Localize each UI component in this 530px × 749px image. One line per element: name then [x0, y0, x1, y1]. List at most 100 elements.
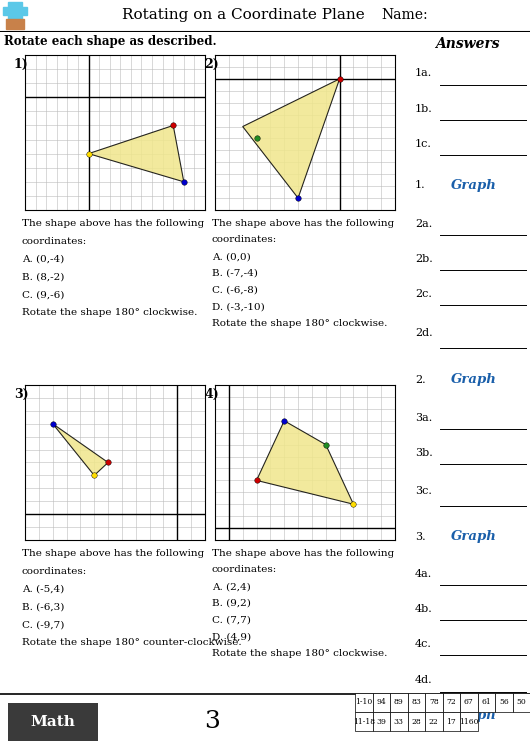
Text: 22: 22: [429, 718, 439, 726]
Bar: [8, 703, 98, 741]
Text: C. (-6,-8): C. (-6,-8): [212, 285, 258, 294]
Bar: [8, 2, 22, 22]
Text: C. (-9,7): C. (-9,7): [22, 620, 64, 629]
Text: 28: 28: [411, 718, 421, 726]
Text: coordinates:: coordinates:: [212, 235, 277, 244]
Text: 39: 39: [376, 718, 386, 726]
Text: A. (-5,4): A. (-5,4): [22, 585, 64, 594]
Text: 4c.: 4c.: [415, 639, 432, 649]
Text: 2a.: 2a.: [415, 219, 432, 228]
Bar: [355, 712, 373, 731]
Text: 4.: 4.: [415, 710, 426, 720]
Text: B. (8,-2): B. (8,-2): [22, 273, 64, 282]
Text: 2.: 2.: [415, 375, 426, 385]
Text: 17: 17: [446, 718, 456, 726]
Bar: [495, 693, 513, 712]
Text: 3a.: 3a.: [415, 413, 432, 422]
Text: 1b.: 1b.: [415, 104, 433, 114]
Text: D. (-3,-10): D. (-3,-10): [212, 302, 264, 311]
Text: 4): 4): [204, 387, 219, 401]
Bar: [373, 712, 390, 731]
Bar: [355, 693, 373, 712]
Text: 3: 3: [204, 711, 220, 733]
Text: Graph: Graph: [451, 709, 497, 721]
Polygon shape: [89, 125, 184, 182]
Polygon shape: [257, 421, 354, 504]
Text: Graph: Graph: [451, 374, 497, 386]
Text: A. (0,0): A. (0,0): [212, 252, 251, 261]
Text: 72: 72: [446, 699, 456, 706]
Bar: [3, 7, 27, 15]
Text: coordinates:: coordinates:: [22, 567, 87, 576]
Text: Rotate the shape 180° counter-clockwise.: Rotate the shape 180° counter-clockwise.: [22, 638, 242, 647]
Text: coordinates:: coordinates:: [22, 237, 87, 246]
Text: 1): 1): [14, 58, 29, 70]
Bar: [443, 693, 460, 712]
Text: 2c.: 2c.: [415, 289, 432, 299]
Text: B. (-7,-4): B. (-7,-4): [212, 269, 258, 278]
Bar: [408, 693, 425, 712]
Text: C. (9,-6): C. (9,-6): [22, 290, 64, 299]
Text: 1160: 1160: [459, 718, 479, 726]
Bar: [6, 19, 24, 29]
Text: A. (2,4): A. (2,4): [212, 582, 251, 591]
Bar: [373, 693, 390, 712]
Text: 4b.: 4b.: [415, 604, 433, 613]
Text: C. (7,7): C. (7,7): [212, 616, 251, 625]
Text: Rotate the shape 180° clockwise.: Rotate the shape 180° clockwise.: [212, 649, 387, 658]
Text: Rotate the shape 180° clockwise.: Rotate the shape 180° clockwise.: [22, 308, 197, 317]
Text: The shape above has the following: The shape above has the following: [212, 219, 394, 228]
Text: 4a.: 4a.: [415, 568, 432, 579]
Text: B. (9,2): B. (9,2): [212, 599, 251, 608]
Text: 94: 94: [376, 699, 386, 706]
Polygon shape: [243, 79, 340, 198]
Text: 1.: 1.: [415, 181, 426, 190]
Text: Rotate the shape 180° clockwise.: Rotate the shape 180° clockwise.: [212, 319, 387, 328]
Text: 78: 78: [429, 699, 439, 706]
Text: 11-18: 11-18: [352, 718, 375, 726]
Text: 83: 83: [411, 699, 421, 706]
Text: 2b.: 2b.: [415, 254, 433, 264]
Text: A. (0,-4): A. (0,-4): [22, 255, 64, 264]
Text: The shape above has the following: The shape above has the following: [212, 549, 394, 558]
Text: Graph: Graph: [451, 179, 497, 192]
Text: 50: 50: [516, 699, 526, 706]
Text: 1a.: 1a.: [415, 68, 432, 78]
Bar: [408, 712, 425, 731]
Text: 56: 56: [499, 699, 509, 706]
Bar: [390, 693, 408, 712]
Text: 4d.: 4d.: [415, 675, 432, 685]
Bar: [425, 712, 443, 731]
Text: 1-10: 1-10: [355, 699, 373, 706]
Bar: [390, 712, 408, 731]
Text: 33: 33: [394, 718, 404, 726]
Text: 61: 61: [481, 699, 491, 706]
Text: The shape above has the following: The shape above has the following: [22, 549, 204, 558]
Polygon shape: [52, 424, 108, 476]
Text: Rotate each shape as described.: Rotate each shape as described.: [4, 35, 217, 49]
Text: B. (-6,3): B. (-6,3): [22, 602, 64, 611]
Text: 89: 89: [394, 699, 404, 706]
Text: 3): 3): [14, 387, 29, 401]
Bar: [478, 693, 495, 712]
Text: 2): 2): [204, 58, 219, 70]
Text: 2d.: 2d.: [415, 328, 432, 339]
Bar: [425, 693, 443, 712]
Text: Rotating on a Coordinate Plane: Rotating on a Coordinate Plane: [122, 8, 365, 22]
Text: 1c.: 1c.: [415, 139, 432, 149]
Text: Math: Math: [31, 715, 75, 729]
Text: 3c.: 3c.: [415, 486, 432, 497]
Text: The shape above has the following: The shape above has the following: [22, 219, 204, 228]
Bar: [443, 712, 460, 731]
Text: 3.: 3.: [415, 532, 426, 542]
Text: Graph: Graph: [451, 530, 497, 543]
Bar: [460, 712, 478, 731]
Text: coordinates:: coordinates:: [212, 565, 277, 574]
Bar: [460, 693, 478, 712]
Text: Answers: Answers: [435, 37, 500, 52]
Text: 67: 67: [464, 699, 474, 706]
Text: Name:: Name:: [382, 8, 428, 22]
Bar: [513, 693, 530, 712]
Text: 3b.: 3b.: [415, 448, 433, 458]
Text: D. (4,9): D. (4,9): [212, 632, 251, 641]
